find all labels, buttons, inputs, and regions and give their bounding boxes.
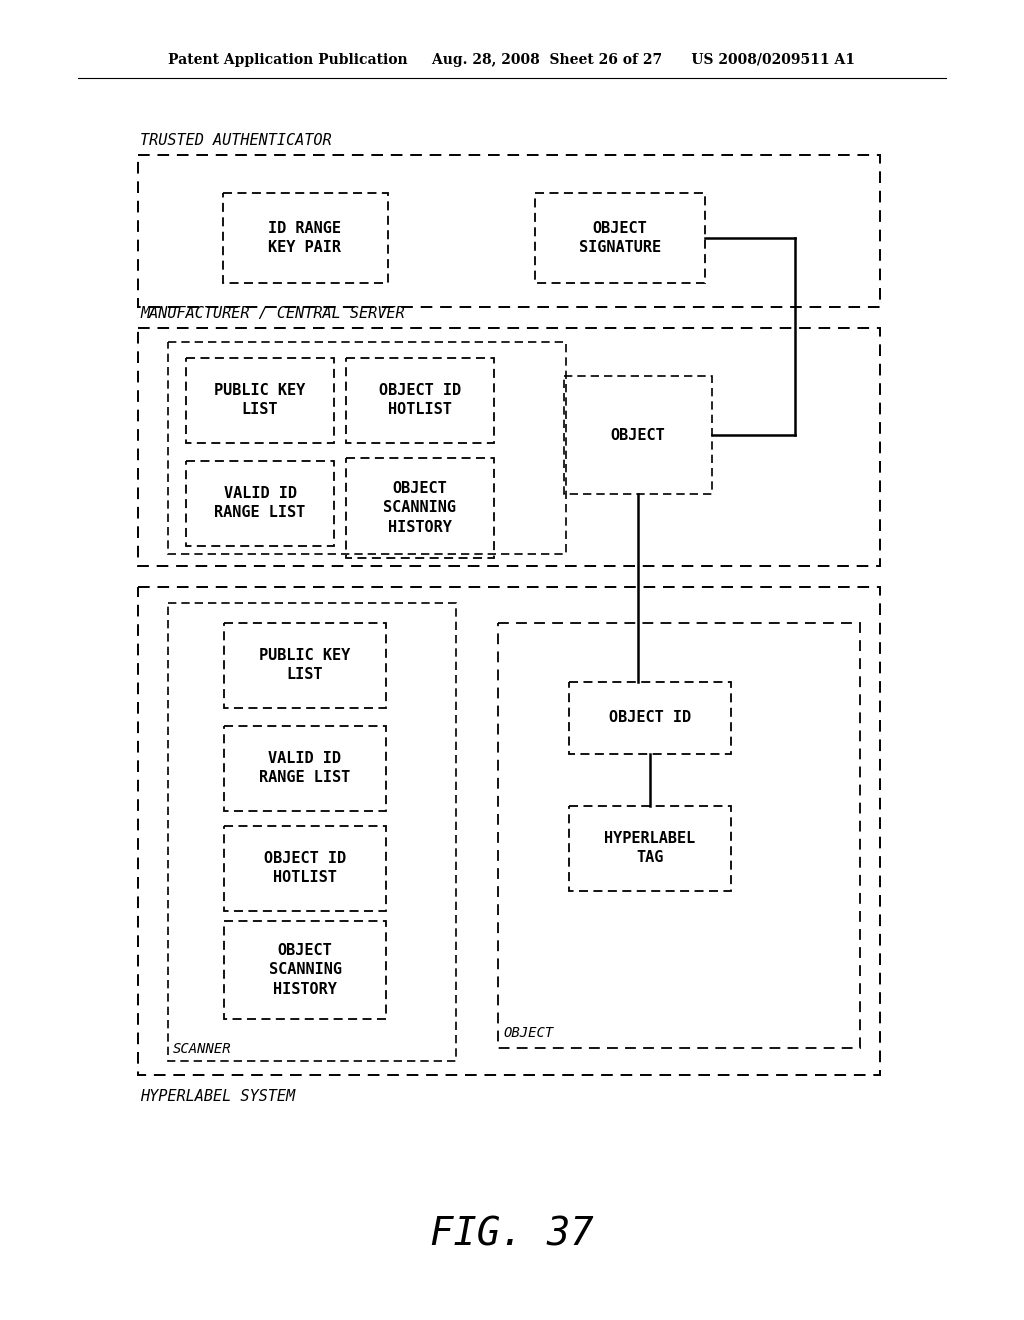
Bar — [346, 458, 494, 558]
Text: OBJECT ID: OBJECT ID — [609, 710, 691, 726]
Text: PUBLIC KEY
LIST: PUBLIC KEY LIST — [259, 648, 350, 682]
Text: PUBLIC KEY
LIST: PUBLIC KEY LIST — [214, 383, 305, 417]
Bar — [168, 603, 456, 1061]
Text: OBJECT
SCANNING
HISTORY: OBJECT SCANNING HISTORY — [268, 944, 341, 997]
Bar — [222, 193, 387, 282]
Text: HYPERLABEL SYSTEM: HYPERLABEL SYSTEM — [140, 1089, 295, 1104]
Bar — [224, 825, 386, 911]
Text: SCANNER: SCANNER — [173, 1041, 231, 1056]
Text: TRUSTED AUTHENTICATOR: TRUSTED AUTHENTICATOR — [140, 133, 332, 148]
Text: Patent Application Publication     Aug. 28, 2008  Sheet 26 of 27      US 2008/02: Patent Application Publication Aug. 28, … — [169, 53, 855, 67]
Bar — [564, 376, 712, 494]
Bar — [569, 805, 731, 891]
Bar — [346, 358, 494, 442]
Text: VALID ID
RANGE LIST: VALID ID RANGE LIST — [259, 751, 350, 785]
Text: OBJECT
SIGNATURE: OBJECT SIGNATURE — [579, 220, 662, 255]
Bar — [168, 342, 566, 554]
Bar — [186, 461, 334, 545]
Text: OBJECT ID
HOTLIST: OBJECT ID HOTLIST — [379, 383, 461, 417]
Text: OBJECT: OBJECT — [610, 428, 666, 442]
Bar — [138, 154, 880, 308]
Bar — [138, 327, 880, 566]
Bar — [569, 682, 731, 754]
Text: OBJECT
SCANNING
HISTORY: OBJECT SCANNING HISTORY — [384, 482, 457, 535]
Text: OBJECT ID
HOTLIST: OBJECT ID HOTLIST — [264, 851, 346, 886]
Text: OBJECT: OBJECT — [503, 1026, 553, 1040]
Bar — [224, 623, 386, 708]
Text: HYPERLABEL
TAG: HYPERLABEL TAG — [604, 830, 695, 865]
Text: ID RANGE
KEY PAIR: ID RANGE KEY PAIR — [268, 220, 341, 255]
Bar — [224, 921, 386, 1019]
Bar — [535, 193, 705, 282]
Bar — [138, 587, 880, 1074]
Text: FIG. 37: FIG. 37 — [430, 1216, 594, 1254]
Bar — [498, 623, 860, 1048]
Bar — [186, 358, 334, 442]
Bar — [224, 726, 386, 810]
Text: VALID ID
RANGE LIST: VALID ID RANGE LIST — [214, 486, 305, 520]
Text: MANUFACTURER / CENTRAL SERVER: MANUFACTURER / CENTRAL SERVER — [140, 306, 404, 321]
